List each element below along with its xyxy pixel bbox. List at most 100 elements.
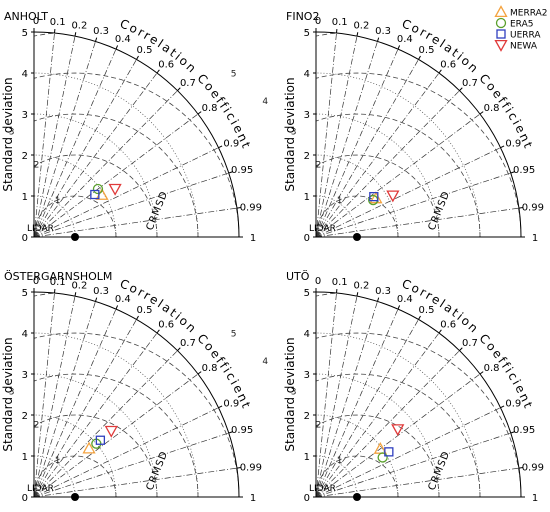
corr-tick-label: 0.4 bbox=[397, 294, 413, 305]
corr-gridline bbox=[316, 114, 480, 237]
crmsd-axis-label: CRMSD bbox=[145, 449, 171, 492]
corr-tick-label: 0.3 bbox=[93, 286, 109, 297]
corr-gridline bbox=[34, 309, 116, 497]
data-point-newa bbox=[110, 184, 121, 194]
corr-tick bbox=[116, 45, 118, 49]
std-tick-label: 3 bbox=[304, 370, 310, 381]
crmsd-axis-label: CRMSD bbox=[427, 189, 453, 232]
corr-gridline bbox=[316, 296, 357, 497]
corr-tick-label: 0.5 bbox=[419, 305, 435, 316]
corr-tick-label: 0.6 bbox=[158, 59, 174, 70]
crmsd-tick-label: 1 bbox=[337, 456, 343, 466]
std-tick-label: 4 bbox=[304, 69, 310, 80]
corr-tick-label: 0.6 bbox=[440, 59, 456, 70]
corr-tick bbox=[96, 298, 97, 302]
corr-gridline bbox=[34, 173, 229, 237]
panel-title: ANHOLT bbox=[4, 10, 48, 23]
corr-tick bbox=[96, 38, 97, 42]
std-tick-label: 3 bbox=[22, 110, 28, 121]
corr-tick-label: 1 bbox=[250, 493, 256, 504]
corr-tick-label: 0.2 bbox=[353, 280, 369, 291]
crmsd-arcs bbox=[111, 0, 550, 237]
legend-label: MERRA2 bbox=[510, 9, 547, 19]
corr-gridline bbox=[316, 49, 398, 237]
std-tick-label: 1 bbox=[22, 452, 28, 463]
legend-marker-uerra bbox=[497, 30, 505, 38]
std-tick-label: 1 bbox=[304, 452, 310, 463]
corr-tick bbox=[75, 292, 76, 296]
corr-gridline bbox=[34, 73, 157, 237]
std-tick-label: 1 bbox=[304, 192, 310, 203]
corr-gridline bbox=[316, 41, 378, 237]
corr-tick-label: 0.6 bbox=[440, 319, 456, 330]
corr-tick-label: 0.1 bbox=[332, 17, 348, 28]
corr-tick-label: 0.4 bbox=[115, 34, 131, 45]
std-tick-label: 5 bbox=[22, 28, 28, 39]
corr-gridline bbox=[316, 309, 398, 497]
std-tick-label: 1 bbox=[22, 192, 28, 203]
std-tick-label: 4 bbox=[22, 329, 28, 340]
std-tick-label: 2 bbox=[304, 411, 310, 422]
y-axis-label: Standard deviation bbox=[1, 337, 15, 451]
crmsd-tick-label: 1 bbox=[55, 196, 61, 206]
legend-label: NEWA bbox=[510, 42, 538, 52]
corr-gridline bbox=[316, 173, 511, 237]
legend-marker-newa bbox=[496, 41, 507, 51]
std-tick-label: 0 bbox=[304, 493, 310, 504]
corr-tick-label: 0.4 bbox=[115, 294, 131, 305]
crmsd-tick-label: 1 bbox=[337, 196, 343, 206]
crmsd-tick-label: 5 bbox=[231, 329, 237, 339]
corr-gridline bbox=[34, 49, 116, 237]
corr-tick-label: 0.3 bbox=[93, 26, 109, 37]
reference-label: LIDAR bbox=[309, 224, 336, 234]
reference-point bbox=[353, 233, 361, 241]
corr-tick bbox=[75, 32, 76, 36]
data-point-era5 bbox=[378, 453, 387, 462]
crmsd-arcs bbox=[111, 251, 550, 497]
corr-tick-label: 0.95 bbox=[513, 425, 535, 436]
std-tick-label: 3 bbox=[304, 110, 310, 121]
corr-tick-label: 0.95 bbox=[513, 165, 535, 176]
corr-tick-label: 0.2 bbox=[71, 20, 87, 31]
reference-point bbox=[353, 493, 361, 501]
corr-gridline bbox=[316, 36, 357, 237]
std-tick-label: 0 bbox=[22, 233, 28, 244]
corr-tick bbox=[219, 146, 223, 148]
corr-tick bbox=[419, 316, 421, 319]
corr-tick-label: 0.95 bbox=[231, 165, 253, 176]
std-tick-label: 5 bbox=[304, 288, 310, 299]
corr-tick-label: 0.99 bbox=[522, 462, 544, 473]
std-tick-label: 3 bbox=[22, 370, 28, 381]
corr-tick-label: 0.5 bbox=[419, 45, 435, 56]
crmsd-arc bbox=[0, 114, 198, 237]
taylor-panel: 12345CRMSD01234500.10.20.30.40.50.60.70.… bbox=[0, 0, 321, 244]
corr-tick-label: 0.95 bbox=[231, 425, 253, 436]
corr-tick-label: 0.99 bbox=[522, 202, 544, 213]
taylor-panel: 12345CRMSD01234500.10.20.30.40.50.60.70.… bbox=[0, 251, 321, 504]
crmsd-axis-label: CRMSD bbox=[145, 189, 171, 232]
data-point-newa bbox=[106, 427, 117, 437]
corr-tick-label: 0.99 bbox=[240, 202, 262, 213]
corr-gridline bbox=[316, 333, 439, 497]
corr-tick-label: 0.1 bbox=[50, 17, 66, 28]
std-tick-label: 0 bbox=[22, 493, 28, 504]
corr-tick bbox=[137, 56, 139, 59]
corr-tick bbox=[398, 45, 400, 49]
y-axis-label: Standard deviation bbox=[283, 77, 297, 191]
outer-arc bbox=[34, 32, 239, 237]
corr-tick-label: 0.4 bbox=[397, 34, 413, 45]
corr-gridline bbox=[34, 433, 229, 497]
legend-marker-era5 bbox=[497, 19, 506, 28]
corr-tick-label: 1 bbox=[532, 493, 538, 504]
reference-label: LIDAR bbox=[309, 484, 336, 494]
corr-tick bbox=[137, 316, 139, 319]
std-tick-label: 5 bbox=[304, 28, 310, 39]
std-tick-label: 4 bbox=[22, 69, 28, 80]
crmsd-arc bbox=[234, 374, 480, 497]
corr-tick-label: 1 bbox=[250, 233, 256, 244]
reference-point bbox=[71, 493, 79, 501]
std-tick-label: 5 bbox=[22, 288, 28, 299]
crmsd-tick-label: 4 bbox=[262, 97, 268, 107]
